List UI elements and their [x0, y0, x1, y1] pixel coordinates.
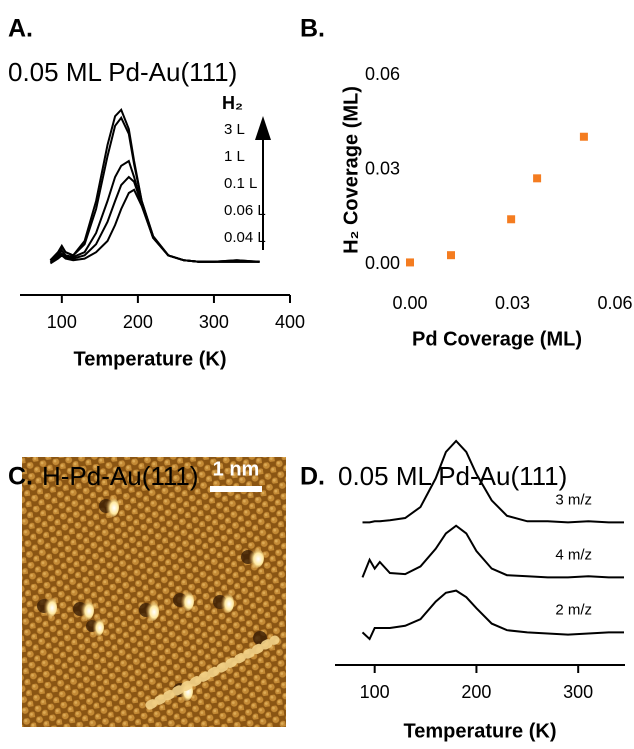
panel-title: 0.05 ML Pd-Au(111)	[8, 57, 237, 87]
series-label: 2 m/z	[555, 601, 592, 618]
point	[579, 132, 588, 141]
point	[447, 251, 455, 260]
legend-label: 0.06 L	[224, 202, 266, 219]
arrowhead	[255, 116, 271, 140]
line	[362, 439, 624, 524]
stm-image: 1 nm	[22, 457, 286, 727]
x-tick-label: 100	[360, 682, 390, 702]
x-axis-label: Pd Coverage (ML)	[412, 328, 582, 350]
y-tick-label: 0.06	[365, 64, 400, 84]
series-label: 4 m/z	[555, 546, 592, 563]
panel-label: B.	[300, 15, 325, 43]
x-tick-label: 200	[123, 312, 153, 332]
legend-label: 1 L	[224, 148, 245, 165]
panel-label: D.	[300, 463, 325, 491]
x-tick-label: 300	[199, 312, 229, 332]
y-tick-label: 0.03	[365, 158, 400, 178]
x-tick-label: 0.03	[495, 293, 530, 313]
line	[49, 188, 260, 265]
scale-bar-label: 1 nm	[213, 458, 260, 480]
y-tick-label: 0.00	[365, 253, 400, 273]
series-label: 3 m/z	[555, 491, 592, 508]
x-axis-label: Temperature (K)	[74, 348, 227, 370]
x-tick-label: 300	[563, 682, 593, 702]
y-axis-label: H₂ Coverage (ML)	[340, 86, 362, 254]
panel-label: A.	[8, 15, 33, 43]
legend-label: 3 L	[224, 121, 245, 138]
x-tick-label: 100	[47, 312, 77, 332]
legend-title: H₂	[222, 93, 243, 113]
x-tick-label: 0.00	[392, 293, 427, 313]
panel-title: 0.05 ML Pd-Au(111)	[338, 461, 567, 491]
x-tick-label: 200	[461, 682, 491, 702]
x-axis-label: Temperature (K)	[404, 720, 557, 742]
legend-label: 0.1 L	[224, 175, 257, 192]
point	[533, 174, 542, 183]
panel-label: C.	[8, 463, 33, 491]
legend-label: 0.04 L	[224, 229, 266, 246]
line	[361, 589, 624, 641]
point	[406, 258, 414, 267]
line	[361, 524, 624, 579]
x-tick-label: 400	[275, 312, 305, 332]
x-tick-label: 0.06	[597, 293, 632, 313]
point	[507, 215, 516, 224]
panel-title: H-Pd-Au(111)	[42, 461, 199, 491]
